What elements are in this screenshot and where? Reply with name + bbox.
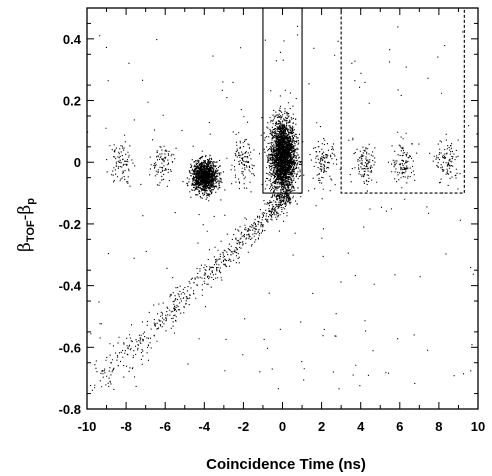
x-tick-label: -10 bbox=[78, 419, 97, 434]
y-tick-label: -0.6 bbox=[59, 340, 81, 355]
y-tick-label: -0.4 bbox=[59, 279, 82, 294]
x-tick-label: 4 bbox=[357, 419, 365, 434]
plot-frame bbox=[86, 7, 479, 410]
y-label-beta-a: β bbox=[15, 242, 35, 252]
x-tick-label: 2 bbox=[318, 419, 325, 434]
y-tick-labels: -0.8 -0.6 -0.4 -0.2 0 0.2 0.4 bbox=[59, 32, 82, 417]
y-tick-label: 0 bbox=[74, 155, 81, 170]
x-axis-label: Coincidence Time (ns) bbox=[206, 456, 366, 473]
y-axis-label: βTOF-βp bbox=[15, 198, 37, 252]
y-label-dash: - bbox=[15, 215, 35, 221]
x-tick-label: 10 bbox=[471, 419, 485, 434]
data-points bbox=[87, 25, 478, 391]
y-label-beta-b: β bbox=[15, 205, 35, 215]
y-tick-label: -0.8 bbox=[59, 402, 81, 417]
x-tick-label: 6 bbox=[396, 419, 403, 434]
x-tick-label: -2 bbox=[238, 419, 250, 434]
scatter-points bbox=[87, 25, 478, 391]
x-tick-label: 0 bbox=[279, 419, 286, 434]
x-tick-labels: -10 -8 -6 -4 -2 0 2 4 6 8 10 bbox=[78, 419, 486, 434]
x-tick-label: 8 bbox=[435, 419, 442, 434]
y-tick-label: 0.2 bbox=[63, 94, 81, 109]
y-label-sub-a: TOF bbox=[25, 220, 37, 242]
x-tick-label: -4 bbox=[199, 419, 211, 434]
y-label-sub-b: p bbox=[25, 198, 37, 205]
selection-windows bbox=[262, 7, 465, 194]
x-tick-label: -8 bbox=[120, 419, 132, 434]
x-tick-label: -6 bbox=[159, 419, 171, 434]
axis-ticks bbox=[86, 8, 479, 410]
y-tick-label: 0.4 bbox=[63, 32, 82, 47]
y-tick-label: -0.2 bbox=[59, 217, 81, 232]
